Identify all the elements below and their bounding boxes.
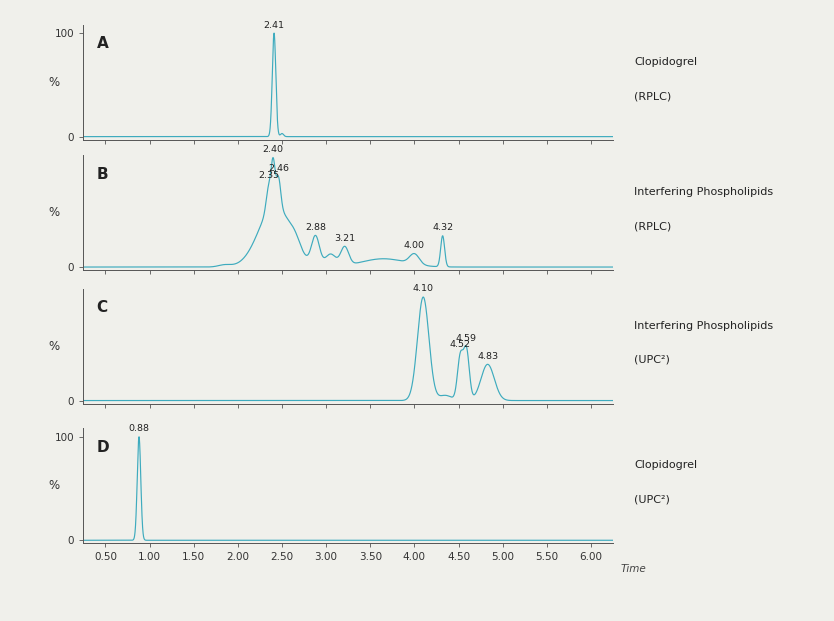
Text: 3.21: 3.21 (334, 233, 355, 243)
Text: Interfering Phospholipids: Interfering Phospholipids (634, 320, 773, 330)
Text: 2.40: 2.40 (263, 145, 284, 154)
Text: (UPC²): (UPC²) (634, 495, 670, 505)
Text: (RPLC): (RPLC) (634, 91, 671, 101)
Text: 4.00: 4.00 (404, 241, 425, 250)
Text: D: D (97, 440, 109, 455)
Text: (RPLC): (RPLC) (634, 222, 671, 232)
Text: 2.35: 2.35 (259, 171, 279, 180)
Text: A: A (97, 37, 108, 52)
Text: 2.46: 2.46 (268, 164, 289, 173)
Text: %: % (48, 206, 60, 219)
Text: 4.10: 4.10 (413, 284, 434, 293)
Text: 4.52: 4.52 (450, 340, 470, 348)
Text: 4.83: 4.83 (477, 351, 498, 361)
Text: C: C (97, 301, 108, 315)
Text: 2.41: 2.41 (264, 20, 284, 30)
Text: 0.88: 0.88 (128, 424, 149, 433)
Text: Clopidogrel: Clopidogrel (634, 460, 697, 470)
Text: %: % (48, 76, 60, 89)
Text: Clopidogrel: Clopidogrel (634, 57, 697, 66)
Text: 2.88: 2.88 (305, 223, 326, 232)
Text: 4.32: 4.32 (432, 223, 453, 232)
Text: Interfering Phospholipids: Interfering Phospholipids (634, 187, 773, 197)
Text: 4.59: 4.59 (456, 334, 477, 343)
Text: %: % (48, 479, 60, 492)
Text: Time: Time (621, 564, 646, 574)
Text: %: % (48, 340, 60, 353)
Text: (UPC²): (UPC²) (634, 355, 670, 365)
Text: B: B (97, 166, 108, 182)
